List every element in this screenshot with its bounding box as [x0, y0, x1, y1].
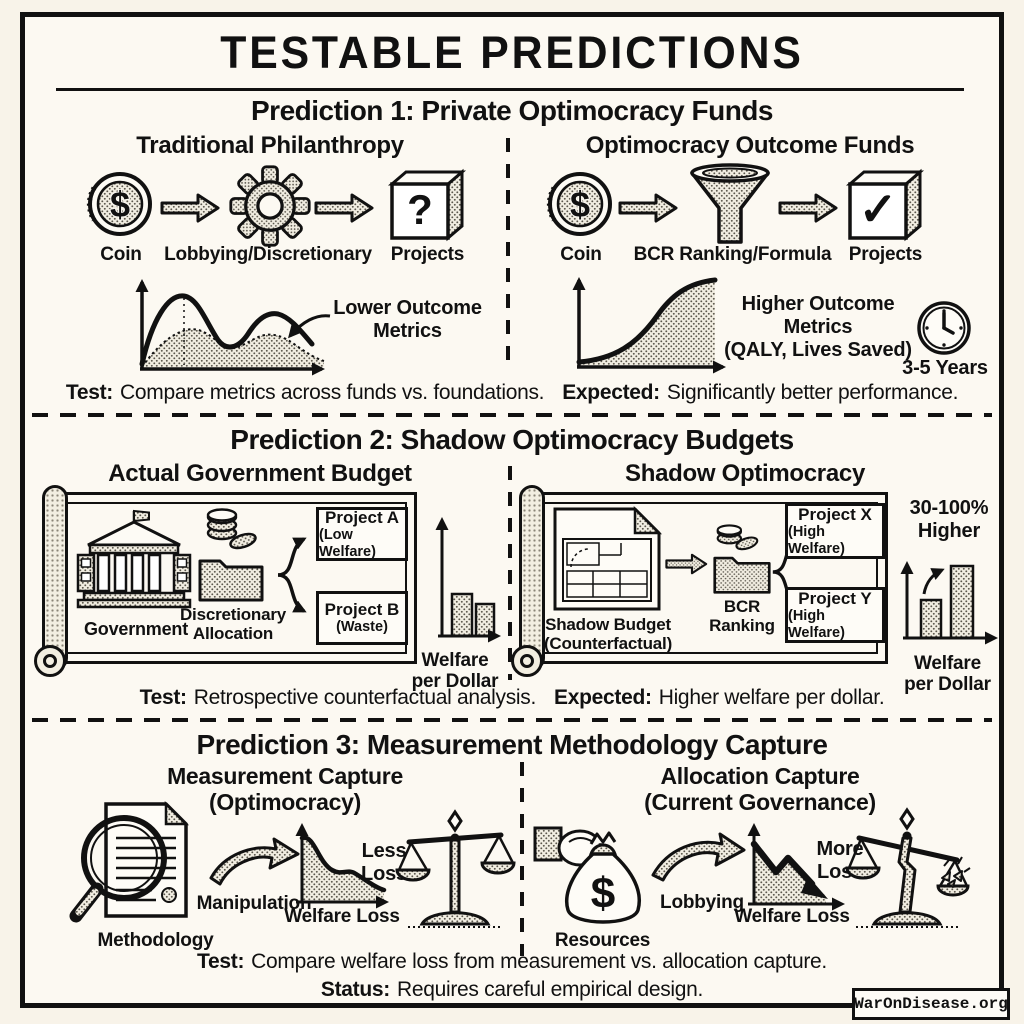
prediction1-divider	[506, 138, 510, 362]
section-divider	[32, 718, 992, 722]
coin-dollar-glyph: $	[570, 184, 590, 225]
p1-left-title: Traditional Philanthropy	[136, 132, 404, 159]
p2-left-title: Actual Government Budget	[108, 460, 412, 487]
title-rule	[56, 88, 964, 91]
high-metrics-chart	[572, 277, 726, 374]
prediction3-heading: Prediction 3: Measurement Methodology Ca…	[196, 729, 828, 760]
welfare-loss-chart-less	[295, 823, 389, 909]
welfare-loss-chart-more	[747, 823, 845, 911]
government-budget-scroll: Government Discretionary Allocation Proj…	[34, 485, 417, 677]
scroll-curl	[511, 645, 543, 677]
question-glyph: ?	[407, 186, 433, 233]
prediction2-heading: Prediction 2: Shadow Optimocracy Budgets	[230, 424, 794, 455]
curved-arrow-icon	[209, 837, 300, 886]
p1-timeline-label: 3-5 Years	[902, 357, 988, 379]
p3-right-arrow-label: Lobbying	[660, 892, 744, 913]
project-y-box: Project Y (High Welfare)	[785, 587, 885, 643]
p1-right-process-label: BCR Ranking/Formula	[633, 244, 832, 265]
gear-icon	[229, 165, 311, 247]
arrow-right-icon	[618, 193, 678, 223]
scroll-roll-edge	[42, 485, 68, 671]
p2-right-source-label: Shadow Budget (Counterfactual)	[543, 615, 673, 654]
p1-test-line: Test: Compare metrics across funds vs. fo…	[65, 381, 959, 404]
p2-test-line: Test: Retrospective counterfactual analys…	[139, 686, 885, 709]
p2-left-source-label: Government	[83, 619, 189, 639]
p1-left-process-label: Lobbying/Discretionary	[164, 244, 372, 265]
coin-icon: $	[86, 172, 152, 236]
coin-dollar-glyph: $	[110, 184, 130, 225]
low-metrics-chart	[135, 279, 325, 376]
p1-right-title: Optimocracy Outcome Funds	[585, 132, 915, 159]
p3-left-source-label: Methodology	[97, 930, 214, 951]
annotation-arrow-icon	[288, 314, 331, 339]
p2-left-chart-label: Welfare per Dollar	[411, 650, 499, 693]
p1-left-chart-note: Lower Outcome Metrics	[333, 297, 482, 342]
balanced-scale-icon	[395, 809, 516, 928]
arrow-right-icon	[160, 193, 220, 223]
coins-stack-icon	[716, 524, 759, 551]
p3-right-title: Allocation Capture (Current Governance)	[644, 763, 876, 816]
coins-stack-icon	[206, 508, 257, 550]
p3-left-chart-label: Welfare Loss	[284, 906, 400, 927]
welfare-per-dollar-chart-low	[435, 517, 501, 643]
money-bag-icon: $	[533, 826, 641, 924]
p3-left-title: Measurement Capture (Optimocracy)	[167, 763, 403, 816]
p3-status-line: Status: Requires careful empirical design…	[320, 978, 704, 1001]
scroll-curl	[34, 645, 66, 677]
prediction3-divider	[520, 762, 524, 956]
p2-right-title: Shadow Optimocracy	[625, 460, 865, 487]
government-building-icon	[76, 509, 192, 609]
split-arrows-icon	[277, 537, 307, 613]
bag-dollar-glyph: $	[591, 869, 615, 918]
p2-right-chart-label: Welfare per Dollar	[904, 653, 991, 696]
coin-icon: $	[546, 172, 612, 236]
p1-left-output-label: Projects	[390, 244, 465, 265]
welfare-per-dollar-chart-high	[900, 561, 998, 645]
watermark-badge: WarOnDisease.org	[852, 988, 1010, 1020]
project-x-box: Project X (High Welfare)	[785, 503, 885, 559]
p3-left-arrow-label: Manipulation	[196, 893, 312, 914]
page-title: TESTABLE PREDICTIONS	[220, 27, 804, 78]
clock-icon	[917, 301, 971, 355]
arrow-right-icon	[314, 193, 374, 223]
arrow-right-icon	[778, 193, 838, 223]
check-glyph: ✓	[859, 183, 898, 235]
p1-right-output-label: Projects	[848, 244, 923, 265]
shadow-optimocracy-scroll: Shadow Budget (Counterfactual) BCR Ranki…	[511, 485, 888, 677]
section-divider	[32, 413, 992, 417]
p1-right-chart-note: Higher Outcome Metrics (QALY, Lives Save…	[724, 293, 912, 361]
blueprint-document-icon	[553, 505, 663, 611]
p1-left-coin-label: Coin	[100, 244, 142, 265]
methodology-magnifier-icon	[69, 800, 190, 923]
p2-right-chart-note: 30-100% Higher	[909, 497, 989, 542]
folder-icon	[713, 556, 771, 594]
curved-arrow-icon	[651, 832, 746, 882]
funnel-icon	[690, 163, 770, 244]
project-a-box: Project A (Low Welfare)	[316, 507, 408, 561]
project-b-box: Project B (Waste)	[316, 591, 408, 645]
arrow-right-icon	[665, 553, 708, 575]
p3-right-source-label: Resources	[554, 930, 651, 951]
broken-scale-icon	[845, 807, 971, 928]
folder-icon	[198, 559, 264, 602]
p3-right-chart-label: Welfare Loss	[734, 906, 850, 927]
mystery-box-icon: ?	[387, 168, 467, 242]
prediction1-heading: Prediction 1: Private Optimocracy Funds	[251, 95, 773, 126]
p2-right-process-label: BCR Ranking	[709, 597, 775, 636]
p1-right-coin-label: Coin	[560, 244, 602, 265]
check-box-icon: ✓	[845, 168, 925, 242]
prediction2-divider	[508, 466, 512, 680]
p3-test-line: Test: Compare welfare loss from measureme…	[197, 950, 827, 973]
p2-left-process-label: Discretionary Allocation	[179, 605, 287, 644]
